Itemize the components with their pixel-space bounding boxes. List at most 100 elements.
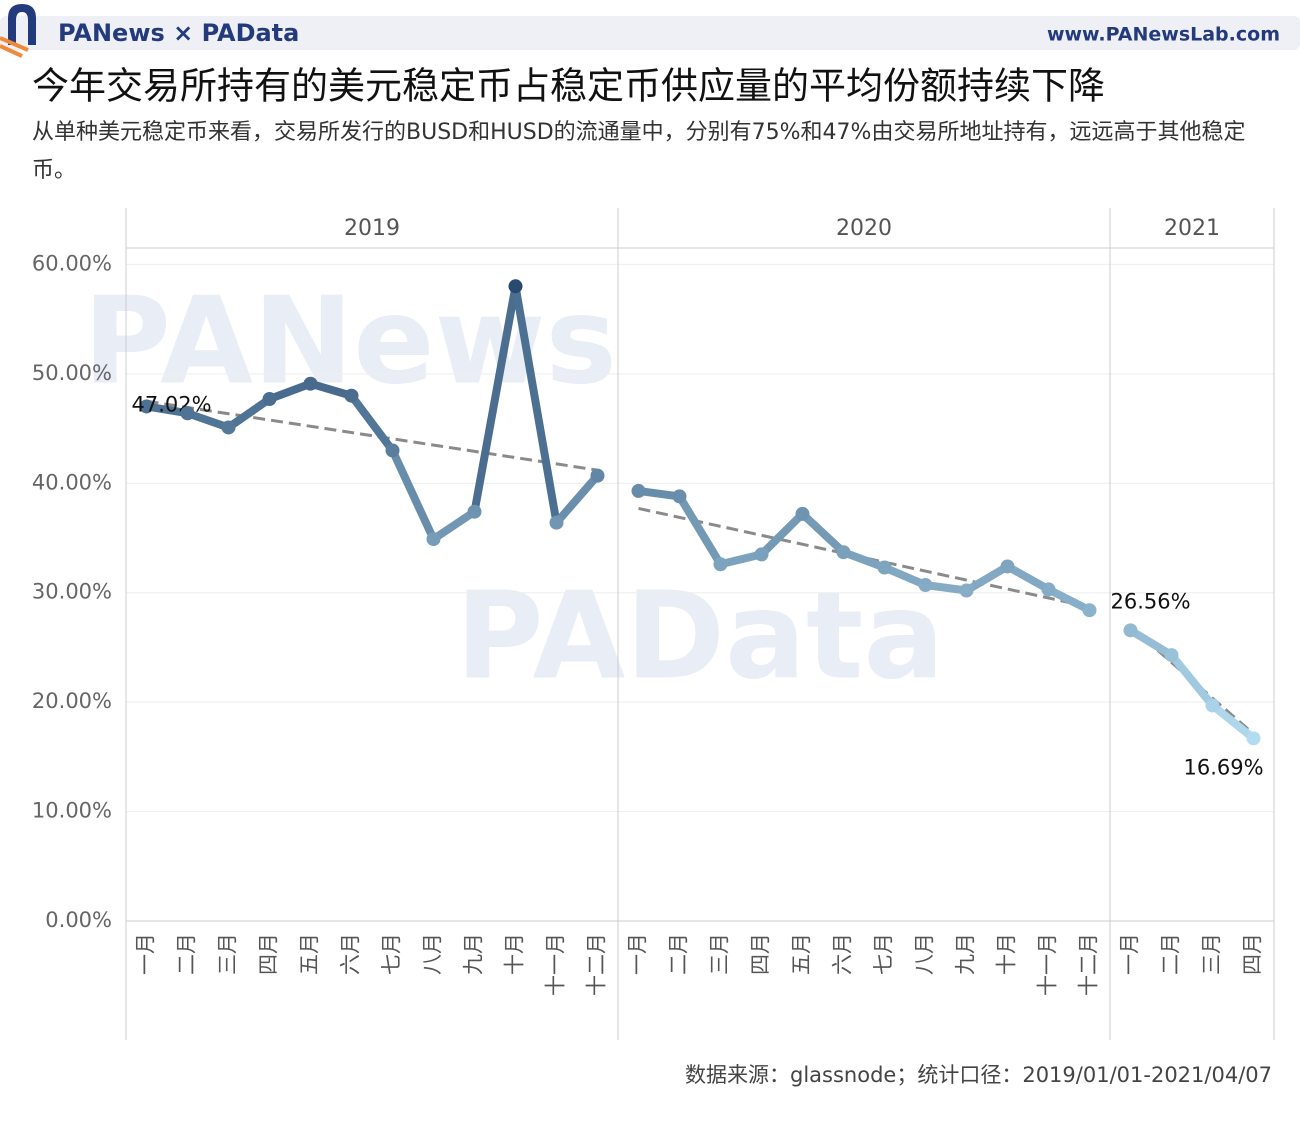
y-tick-label: 60.00%	[32, 251, 112, 275]
y-tick-label: 30.00%	[32, 580, 112, 604]
x-tick-label: 一月	[626, 933, 650, 975]
x-tick-label: 三月	[1200, 933, 1224, 975]
y-tick-label: 10.00%	[32, 799, 112, 823]
x-tick-label: 十二月	[585, 933, 609, 996]
x-tick-label: 九月	[462, 933, 486, 975]
point	[918, 578, 933, 593]
point	[877, 560, 892, 575]
x-tick-label: 九月	[954, 933, 978, 975]
watermark: PAData	[456, 568, 945, 707]
x-tick-label: 八月	[913, 933, 937, 975]
x-tick-label: 二月	[667, 933, 691, 975]
x-tick-label: 四月	[257, 933, 281, 975]
point	[221, 420, 236, 435]
chart-title: 今年交易所持有的美元稳定币占稳定币供应量的平均份额持续下降	[32, 65, 1105, 108]
logo	[8, 4, 36, 45]
x-tick-label: 七月	[380, 933, 404, 975]
point	[1164, 648, 1179, 663]
point	[1041, 582, 1056, 597]
point	[385, 443, 400, 458]
panel-year: 2020	[836, 216, 892, 241]
line-segment	[757, 509, 807, 559]
panel-year: 2021	[1164, 216, 1220, 241]
line-segment	[388, 446, 438, 544]
trend-line	[146, 399, 598, 472]
line-segment	[1126, 626, 1176, 660]
point	[1246, 731, 1261, 746]
x-tick-label: 四月	[749, 933, 773, 975]
point	[713, 557, 728, 572]
subtitle-box: 从单种美元稳定币来看，交易所发行的BUSD和HUSD的流通量中，分别有75%和4…	[32, 120, 1246, 183]
x-tick-label: 十一月	[544, 933, 568, 996]
point	[344, 388, 359, 403]
source: 数据来源：glassnode；统计口径：2019/01/01-2021/04/0…	[685, 1063, 1272, 1087]
point	[467, 504, 482, 519]
point	[590, 468, 605, 483]
y-tick-label: 50.00%	[32, 361, 112, 385]
x-tick-label: 十二月	[1077, 933, 1101, 996]
value-label: 26.56%	[1111, 589, 1191, 613]
line-segment	[962, 562, 1012, 595]
value-label: 47.02%	[132, 392, 212, 416]
line-segment	[798, 509, 848, 557]
line-segment	[675, 492, 725, 569]
line-segment	[716, 550, 766, 569]
line-segment	[1003, 562, 1053, 594]
panel-year: 2019	[344, 216, 400, 241]
point	[180, 406, 195, 421]
trend-line	[638, 506, 1090, 609]
x-tick-label: 二月	[175, 933, 199, 975]
line-segment	[511, 282, 561, 527]
logo-stripe	[0, 36, 29, 58]
x-tick-label: 七月	[872, 933, 896, 975]
y-tick-label: 0.00%	[45, 908, 112, 932]
line-segment	[183, 409, 233, 432]
point	[959, 583, 974, 598]
point	[139, 399, 154, 414]
url: www.PANewsLab.com	[1047, 24, 1280, 46]
point	[672, 489, 687, 504]
x-tick-label: 十月	[503, 933, 527, 975]
x-tick-label: 五月	[298, 933, 322, 975]
value-label: 16.69%	[1184, 755, 1264, 779]
point	[754, 547, 769, 562]
point	[549, 515, 564, 530]
point	[1082, 603, 1097, 618]
line-segment	[1167, 651, 1217, 710]
point	[426, 532, 441, 547]
line-segment	[470, 282, 520, 516]
line-segment	[552, 471, 602, 527]
x-tick-label: 六月	[831, 933, 855, 975]
point	[836, 545, 851, 560]
line-segment	[306, 379, 356, 400]
x-tick-label: 三月	[708, 933, 732, 975]
point	[508, 279, 523, 294]
x-tick-label: 十一月	[1036, 933, 1060, 996]
header-bar	[0, 16, 1300, 50]
brand: PANews × PAData	[58, 19, 299, 47]
line-segment	[1208, 701, 1258, 743]
line-segment	[839, 548, 889, 572]
line-segment	[347, 391, 397, 455]
y-tick-label: 40.00%	[32, 470, 112, 494]
line-segment	[429, 507, 479, 544]
x-tick-label: 三月	[216, 933, 240, 975]
point	[1123, 623, 1138, 638]
point	[262, 392, 277, 407]
point	[1000, 559, 1015, 574]
line-segment	[880, 563, 930, 590]
x-tick-label: 一月	[134, 933, 158, 975]
x-tick-label: 二月	[1159, 933, 1183, 975]
point	[631, 483, 646, 498]
chart-subtitle: 从单种美元稳定币来看，交易所发行的BUSD和HUSD的流通量中，分别有75%和4…	[32, 120, 1246, 183]
x-tick-label: 六月	[339, 933, 363, 975]
line-segment	[1044, 585, 1094, 615]
x-tick-label: 十月	[995, 933, 1019, 975]
x-tick-label: 一月	[1118, 933, 1142, 975]
line-segment	[265, 379, 315, 404]
x-tick-label: 五月	[790, 933, 814, 975]
point	[1205, 698, 1220, 713]
y-tick-label: 20.00%	[32, 689, 112, 713]
